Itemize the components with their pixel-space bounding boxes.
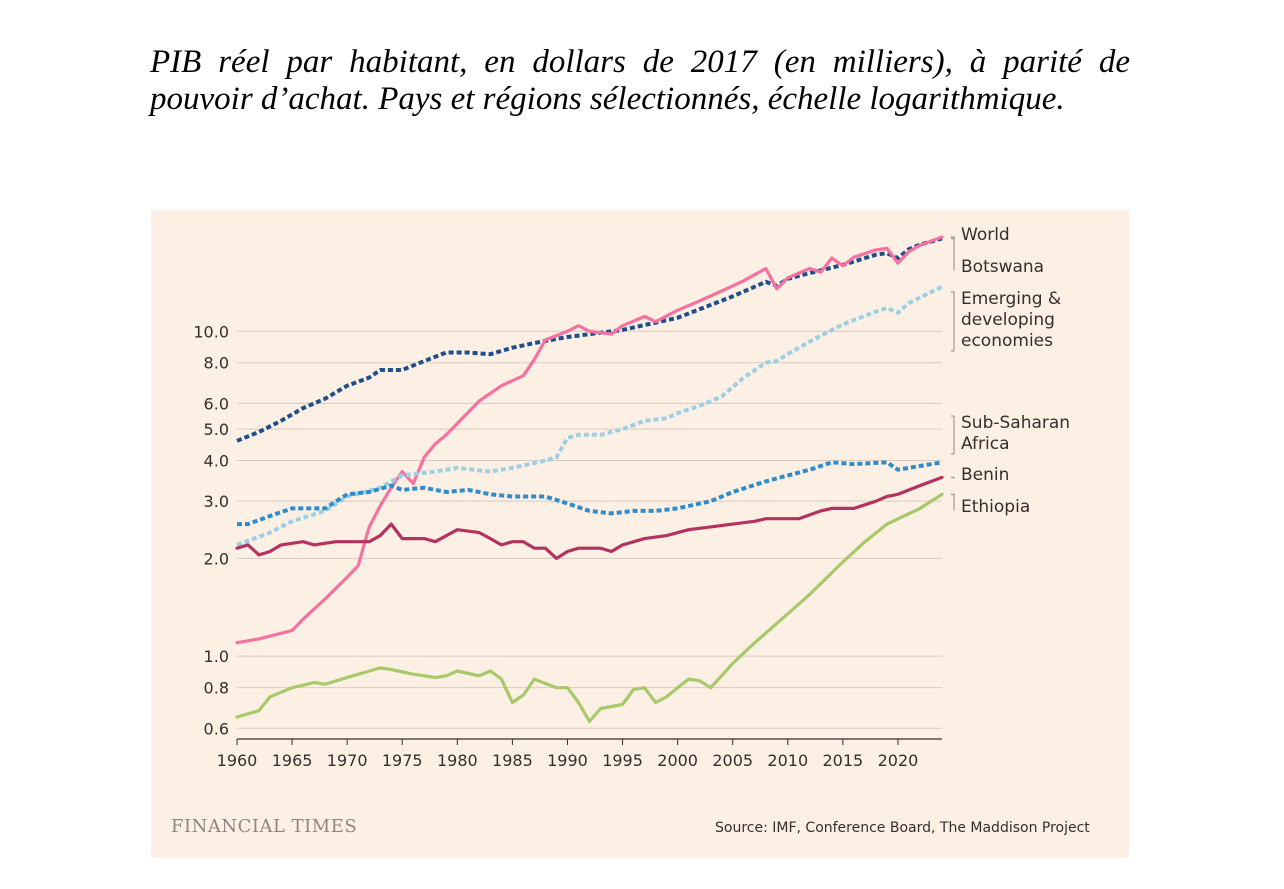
- y-tick-label: 4.0: [204, 452, 229, 471]
- chart-caption: PIB réel par habitant, en dollars de 201…: [150, 44, 1130, 117]
- label-connector: [951, 236, 955, 271]
- label-bracket: [951, 291, 955, 352]
- x-tick-label: 1960: [217, 751, 258, 770]
- series-line-world: [236, 236, 943, 443]
- series-label: Sub-Saharan: [961, 413, 1070, 433]
- y-tick-label: 3.0: [204, 492, 229, 511]
- line-chart: 0.6 0.8 1.0 2.0 3.0 4.0 5.0 6.0 8.0 10.0 1960 1965 1…: [193, 225, 1070, 770]
- y-tick-label: 1.0: [204, 647, 229, 666]
- series-label: Benin: [961, 465, 1009, 485]
- series-line-emerging-developing-economies: [236, 285, 943, 547]
- label-connector: [951, 493, 955, 511]
- series-line-sub-saharan-africa: [237, 460, 943, 527]
- x-tick-label: 1970: [327, 751, 368, 770]
- x-tick-label: 1985: [492, 751, 533, 770]
- y-tick-label: 8.0: [204, 354, 229, 373]
- source-note: Source: IMF, Conference Board, The Maddi…: [715, 820, 1090, 836]
- x-tick-label: 1990: [547, 751, 588, 770]
- x-tick-label: 2020: [878, 751, 919, 770]
- y-tick-label: 6.0: [204, 394, 229, 413]
- label-connector: [951, 476, 955, 479]
- series-label: Africa: [961, 434, 1010, 454]
- series-label: Ethiopia: [961, 497, 1030, 517]
- chart-panel: 0.6 0.8 1.0 2.0 3.0 4.0 5.0 6.0 8.0 10.0 1960 1965 1…: [151, 210, 1129, 858]
- series-label: Botswana: [961, 257, 1044, 277]
- x-tick-label: 2005: [712, 751, 753, 770]
- y-tick-label: 2.0: [204, 549, 229, 568]
- x-tick-label: 2000: [657, 751, 698, 770]
- x-tick-label: 2015: [823, 751, 864, 770]
- x-tick-label: 1965: [272, 751, 313, 770]
- x-tick-label: 2010: [767, 751, 808, 770]
- y-tick-label: 10.0: [193, 322, 229, 341]
- series-label: economies: [961, 331, 1053, 351]
- y-tick-label: 0.8: [204, 679, 229, 698]
- x-tick-label: 1995: [602, 751, 643, 770]
- series-line-benin: [235, 475, 944, 560]
- label-bracket: [951, 415, 955, 455]
- brand-logo: FINANCIAL TIMES: [171, 816, 358, 837]
- series-label: developing: [961, 310, 1055, 330]
- series-label: World: [961, 225, 1010, 245]
- y-tick-label: 5.0: [204, 420, 229, 439]
- x-tick-label: 1980: [437, 751, 478, 770]
- series-line-botswana: [235, 235, 944, 645]
- series-label: Emerging &: [961, 289, 1061, 309]
- x-tick-label: 1975: [382, 751, 423, 770]
- y-tick-label: 0.6: [204, 719, 229, 738]
- series-line-ethiopia: [235, 492, 944, 723]
